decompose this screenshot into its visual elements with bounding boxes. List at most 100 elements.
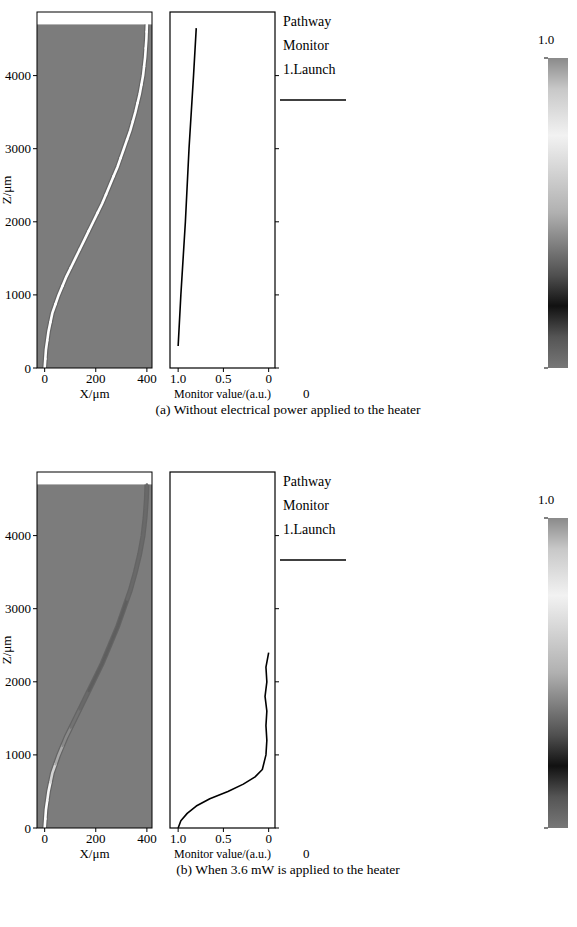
y-tick: [33, 294, 37, 295]
field-intensity: [45, 801, 47, 819]
field-intensity: [145, 484, 148, 491]
field-intensity: [50, 764, 55, 782]
field-intensity: [133, 563, 138, 581]
field-intensity: [106, 636, 114, 654]
monitor-plot: [178, 653, 269, 828]
monitor-frame: [170, 12, 275, 368]
field-intensity: [80, 691, 89, 709]
y-tick: [33, 221, 37, 222]
field-frame: [37, 12, 152, 368]
field-intensity: [71, 249, 80, 267]
colorbar-tick: [544, 828, 548, 829]
colorbar-tick: [544, 518, 548, 519]
y-tick: [33, 148, 37, 149]
field-intensity: [144, 48, 146, 66]
x-tick-label: 400: [137, 371, 157, 386]
y-tick-label: 4000: [5, 68, 31, 83]
field-intensity: [114, 158, 121, 176]
monitor-line: [178, 28, 196, 346]
panel: 020040001000200030004000X/μmZ/μm1.00.50M…: [0, 12, 568, 417]
x-tick-label: 0: [41, 831, 48, 846]
y-tick-label: 1000: [5, 287, 31, 302]
monitor-line: [178, 653, 269, 828]
field-intensity: [50, 304, 55, 322]
x-tick-label: 1.0: [170, 371, 186, 386]
monitor-frame: [170, 472, 275, 828]
waveguide-path: [45, 24, 147, 368]
y-tick: [275, 754, 279, 755]
y-tick-label: 0: [25, 361, 32, 376]
y-tick: [275, 828, 279, 829]
y-tick-label: 3000: [5, 601, 31, 616]
field-intensity: [56, 286, 63, 304]
y-tick: [275, 535, 279, 536]
x-axis-title: X/μm: [79, 846, 109, 861]
y-tick: [33, 828, 37, 829]
x-tick-label: 0.5: [215, 831, 231, 846]
colorbar-label: 0: [303, 846, 310, 861]
waveguide-path: [45, 484, 147, 828]
field-intensity: [145, 24, 148, 31]
y-tick-label: 0: [25, 821, 32, 836]
field-intensity: [98, 654, 106, 672]
field-intensity: [89, 673, 98, 691]
field-intensity: [141, 66, 144, 84]
field-intensity: [144, 492, 147, 508]
y-tick: [275, 221, 279, 222]
legend-item: 1.Launch: [283, 522, 335, 537]
field-intensity: [127, 121, 133, 139]
colorbar-label: 0: [303, 386, 310, 401]
figure: 020040001000200030004000X/μmZ/μm1.00.50M…: [0, 0, 577, 927]
y-tick: [275, 368, 279, 369]
legend-rule: [280, 99, 346, 101]
field-intensity: [63, 727, 71, 745]
y-tick: [275, 681, 279, 682]
field-ground: [37, 12, 152, 368]
monitor-plot: [178, 28, 196, 346]
legend-item: Monitor: [283, 38, 329, 53]
x-tick-label: 0: [265, 371, 272, 386]
legend-item: Pathway: [283, 474, 331, 489]
colorbar: [548, 58, 568, 368]
monitor-ground: [170, 472, 275, 828]
legend-item: Pathway: [283, 14, 331, 29]
legend-item: Monitor: [283, 498, 329, 513]
y-tick: [33, 75, 37, 76]
y-tick-label: 1000: [5, 747, 31, 762]
x-tick-label: 0: [265, 831, 272, 846]
y-tick-label: 2000: [5, 214, 31, 229]
field-intensity: [80, 231, 89, 249]
field-intensity: [98, 194, 106, 212]
x-tick-label: 200: [86, 371, 106, 386]
monitor-ground: [170, 12, 275, 368]
x-tick-label: 200: [86, 831, 106, 846]
x-axis-title: Monitor value/(a.u.): [174, 387, 271, 401]
field-intensity: [114, 618, 121, 636]
field-frame: [37, 472, 152, 828]
caption: (b) When 3.6 mW is applied to the heater: [176, 862, 400, 877]
field-intensity: [56, 746, 63, 764]
y-tick-label: 4000: [5, 528, 31, 543]
field-intensity: [127, 581, 133, 599]
field-intensity: [45, 341, 47, 359]
x-tick-label: 1.0: [170, 831, 186, 846]
field-intensity: [121, 140, 127, 158]
legend-rule: [280, 559, 346, 561]
y-tick: [275, 294, 279, 295]
y-tick: [33, 535, 37, 536]
field-intensity: [47, 322, 50, 340]
colorbar-label: 1.0: [538, 492, 554, 507]
colorbar: [548, 518, 568, 828]
field-intensity: [43, 359, 46, 368]
field-plot: [37, 24, 152, 368]
legend-item: 1.Launch: [283, 62, 335, 77]
field-domain: [37, 24, 152, 368]
y-tick: [33, 368, 37, 369]
field-intensity: [89, 213, 98, 231]
field-plot: [37, 484, 152, 828]
y-tick: [33, 681, 37, 682]
y-tick-label: 2000: [5, 674, 31, 689]
x-tick-label: 0: [41, 371, 48, 386]
field-intensity: [106, 176, 114, 194]
y-tick: [33, 754, 37, 755]
